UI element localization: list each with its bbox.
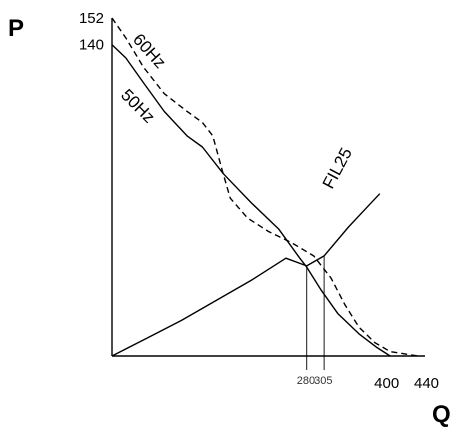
- y-tick-label-140: 140: [79, 37, 104, 54]
- x-tick-label-440: 440: [414, 375, 439, 392]
- curves-group: 60Hz 50Hz FIL25: [111, 17, 419, 357]
- y-axis-label: P: [8, 15, 24, 42]
- ticks-group: 280 305 400 440 152 140: [79, 10, 439, 392]
- series-label-60hz: 60Hz: [129, 30, 170, 72]
- x-axis-label: Q: [432, 401, 451, 428]
- y-tick-label-152: 152: [79, 10, 104, 27]
- guides-group: [306, 255, 325, 370]
- labels-group: P Q: [8, 15, 451, 428]
- series-line-fil25: [111, 193, 381, 357]
- series-label-fil25: FIL25: [319, 145, 356, 192]
- x-tick-label-305: 305: [314, 375, 332, 387]
- x-tick-label-280: 280: [297, 375, 315, 387]
- series-line-60hz: [111, 17, 419, 357]
- series-line-50hz: [111, 44, 391, 357]
- series-label-50hz: 50Hz: [117, 85, 158, 126]
- x-tick-label-400: 400: [374, 375, 399, 392]
